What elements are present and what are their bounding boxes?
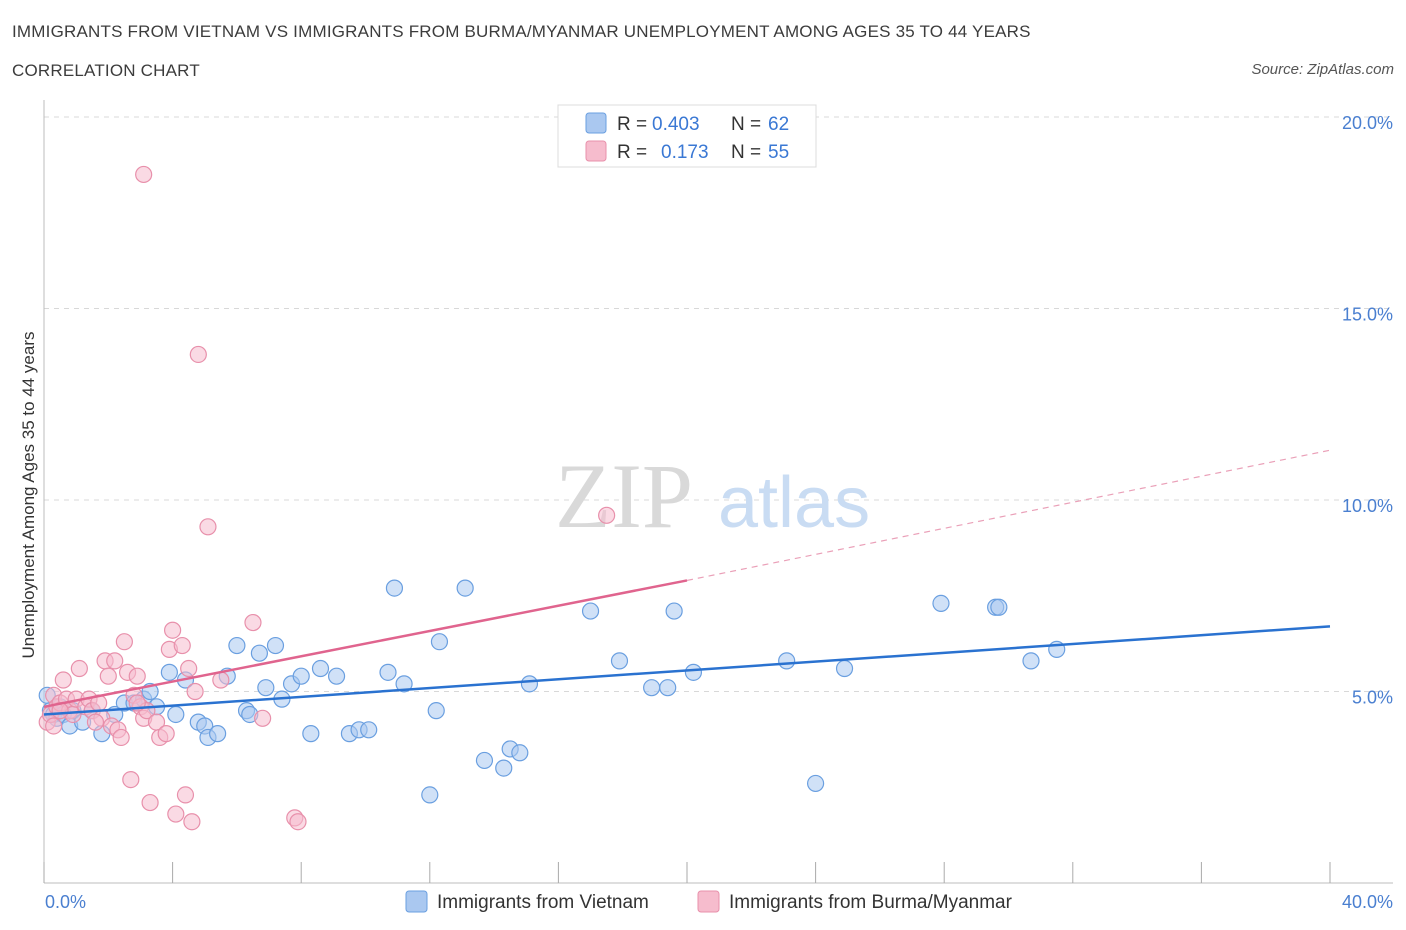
point-burma <box>167 805 185 823</box>
stats-n-value-burma: 55 <box>768 142 789 163</box>
point-burma <box>289 813 307 831</box>
y-axis-label: Unemployment Among Ages 35 to 44 years <box>19 332 38 659</box>
point-vietnam <box>427 702 445 720</box>
point-vietnam <box>475 751 494 770</box>
point-vietnam <box>385 579 404 597</box>
point-burma <box>164 621 182 639</box>
point-vietnam <box>302 725 320 743</box>
axes: 5.0% 10.0% 15.0% 20.0% <box>43 100 1393 884</box>
point-vietnam <box>778 652 796 670</box>
point-burma <box>45 717 63 735</box>
trendline-vietnam <box>43 625 1331 716</box>
gridlines <box>44 116 1393 692</box>
point-burma <box>254 709 272 727</box>
trend-lines <box>43 449 1331 716</box>
data-points <box>38 165 1066 831</box>
point-burma <box>99 667 117 685</box>
point-vietnam <box>520 675 539 693</box>
chart-title: IMMIGRANTS FROM VIETNAM VS IMMIGRANTS FR… <box>12 22 1031 41</box>
watermark-zip: ZIP <box>555 445 693 547</box>
chart-subtitle: CORRELATION CHART <box>12 61 200 80</box>
stats-legend: R = 0.403 N = 62 R = 0.173 N = 55 <box>557 104 817 168</box>
point-vietnam <box>360 721 378 739</box>
point-burma <box>244 613 262 632</box>
point-vietnam <box>292 667 310 685</box>
point-vietnam <box>250 644 269 662</box>
point-burma <box>173 636 191 655</box>
x-tick-label-min: 0.0% <box>45 892 86 912</box>
point-vietnam <box>659 679 677 697</box>
series-legend-label-vietnam: Immigrants from Vietnam <box>437 892 649 913</box>
point-vietnam <box>684 663 703 681</box>
stats-r-label-vietnam: R = <box>617 114 647 135</box>
point-vietnam <box>456 579 474 597</box>
series-legend: Immigrants from Vietnam Immigrants from … <box>405 890 1013 913</box>
point-burma <box>176 786 195 804</box>
point-vietnam <box>421 786 439 804</box>
watermark-atlas: atlas <box>718 463 870 543</box>
point-vietnam <box>495 759 513 777</box>
point-vietnam <box>610 652 629 670</box>
stats-r-value-burma: 0.173 <box>661 142 709 163</box>
point-burma <box>186 682 204 701</box>
point-burma <box>183 813 201 831</box>
point-vietnam <box>511 744 529 762</box>
point-vietnam <box>257 679 275 697</box>
point-vietnam <box>1022 652 1040 670</box>
point-burma <box>199 518 217 536</box>
point-vietnam <box>581 602 600 620</box>
point-vietnam <box>379 663 397 681</box>
trendline-burma <box>43 579 688 709</box>
point-vietnam <box>665 602 683 620</box>
point-vietnam <box>395 675 413 693</box>
point-burma <box>112 728 130 747</box>
stats-legend-swatch-burma <box>585 140 607 162</box>
point-vietnam <box>160 663 178 681</box>
stats-r-label-burma: R = <box>617 142 647 163</box>
point-vietnam <box>643 679 661 697</box>
point-burma <box>54 671 72 689</box>
point-vietnam <box>990 598 1008 616</box>
point-burma <box>180 659 198 678</box>
y-tick-label: 20.0% <box>1342 113 1393 133</box>
stats-n-label-burma: N = <box>731 142 761 163</box>
point-vietnam <box>167 705 185 724</box>
point-burma <box>157 725 175 743</box>
point-vietnam <box>266 636 285 655</box>
stats-n-label-vietnam: N = <box>731 114 761 135</box>
point-vietnam <box>311 659 330 678</box>
stats-r-value-vietnam: 0.403 <box>652 114 700 135</box>
point-burma <box>189 345 207 364</box>
stats-n-value-vietnam: 62 <box>768 114 789 135</box>
point-burma <box>141 793 159 812</box>
source-label: Source: ZipAtlas.com <box>1251 61 1394 78</box>
series-legend-swatch-burma <box>697 890 720 913</box>
point-vietnam <box>835 659 854 678</box>
point-vietnam <box>327 667 346 685</box>
series-legend-label-burma: Immigrants from Burma/Myanmar <box>729 892 1013 913</box>
y-tick-label: 15.0% <box>1342 305 1393 325</box>
point-burma <box>86 713 105 731</box>
x-tick-label-max: 40.0% <box>1342 892 1393 912</box>
point-vietnam <box>430 633 449 651</box>
point-vietnam <box>932 594 950 613</box>
point-burma <box>598 506 616 524</box>
point-vietnam <box>806 774 825 793</box>
point-burma <box>70 659 88 678</box>
watermark: ZIP atlas <box>555 445 870 547</box>
series-legend-swatch-vietnam <box>405 890 428 913</box>
point-burma <box>122 770 140 789</box>
y-tick-label: 5.0% <box>1352 688 1393 708</box>
point-vietnam <box>209 725 227 743</box>
point-burma <box>115 633 133 651</box>
point-burma <box>106 652 124 670</box>
point-burma <box>128 667 146 685</box>
stats-legend-swatch-vietnam <box>585 112 607 134</box>
point-burma <box>135 165 153 184</box>
y-tick-label: 10.0% <box>1342 496 1393 516</box>
point-vietnam <box>228 636 246 655</box>
